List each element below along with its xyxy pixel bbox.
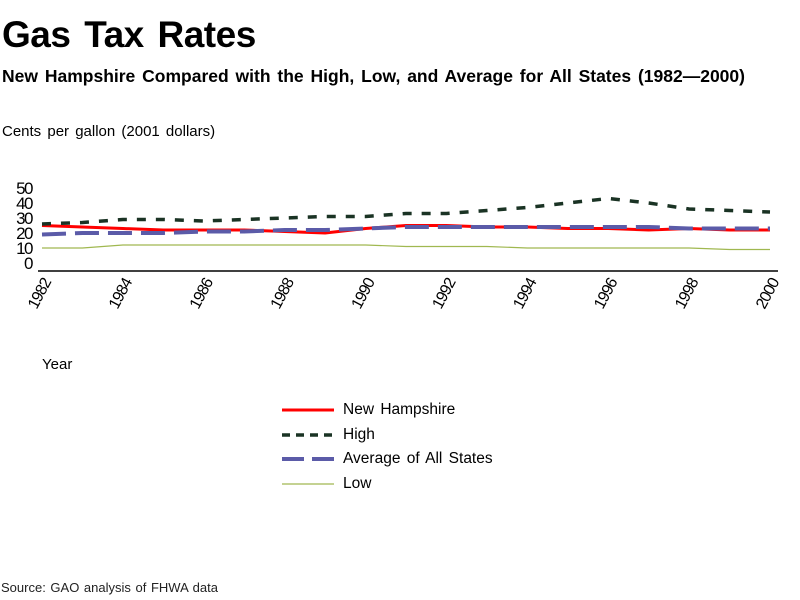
- x-tick-label: 1984: [106, 275, 136, 312]
- x-tick-label: 1994: [510, 275, 540, 312]
- legend-item: Low: [280, 472, 493, 497]
- y-tick-label: 40: [16, 194, 33, 213]
- legend-item: Average of All States: [280, 447, 493, 472]
- legend-item: High: [280, 423, 493, 448]
- y-tick-label: 10: [16, 239, 33, 258]
- legend-item: New Hampshire: [280, 398, 493, 423]
- series-line-low: [42, 244, 770, 251]
- x-tick-label: 2000: [753, 275, 783, 312]
- y-tick-label: 50: [16, 179, 33, 198]
- legend: New Hampshire High Average of All States Lo…: [280, 398, 493, 496]
- series-lines: [41, 196, 771, 251]
- x-tick-label: 1982: [25, 275, 55, 312]
- legend-swatch: [282, 457, 334, 462]
- legend-label: New Hampshire: [343, 401, 456, 419]
- y-tick-label: 20: [16, 224, 33, 243]
- chart-subtitle: New Hampshire Compared with the High, Lo…: [2, 66, 745, 86]
- legend-swatch: [282, 483, 334, 485]
- legend-swatch: [282, 408, 334, 412]
- chart-title: Gas Tax Rates: [2, 14, 256, 55]
- x-tick-label: 1992: [430, 275, 460, 312]
- legend-label: High: [343, 425, 375, 443]
- series-line-average-of-all-states: [41, 225, 770, 237]
- x-tick-label: 1998: [672, 275, 702, 312]
- x-tick-label: 1996: [591, 275, 621, 312]
- x-tick-labels: 1982 1984 1986 1988 1990 1992 1994 1996 1998 2000: [25, 275, 783, 312]
- legend-label: Low: [343, 474, 372, 492]
- x-axis-label: Year: [42, 356, 73, 373]
- y-tick-label: 0: [24, 254, 33, 273]
- x-tick-label: 1988: [268, 275, 298, 312]
- y-axis-label: Cents per gallon (2001 dollars): [2, 123, 216, 140]
- source-note: Source: GAO analysis of FHWA data: [1, 580, 218, 595]
- x-tick-label: 1986: [187, 275, 217, 312]
- legend-swatch: [282, 433, 334, 437]
- legend-label: Average of All States: [343, 450, 493, 468]
- x-tick-label: 1990: [349, 275, 379, 312]
- series-line-high: [41, 196, 771, 226]
- y-tick-label: 30: [16, 209, 33, 228]
